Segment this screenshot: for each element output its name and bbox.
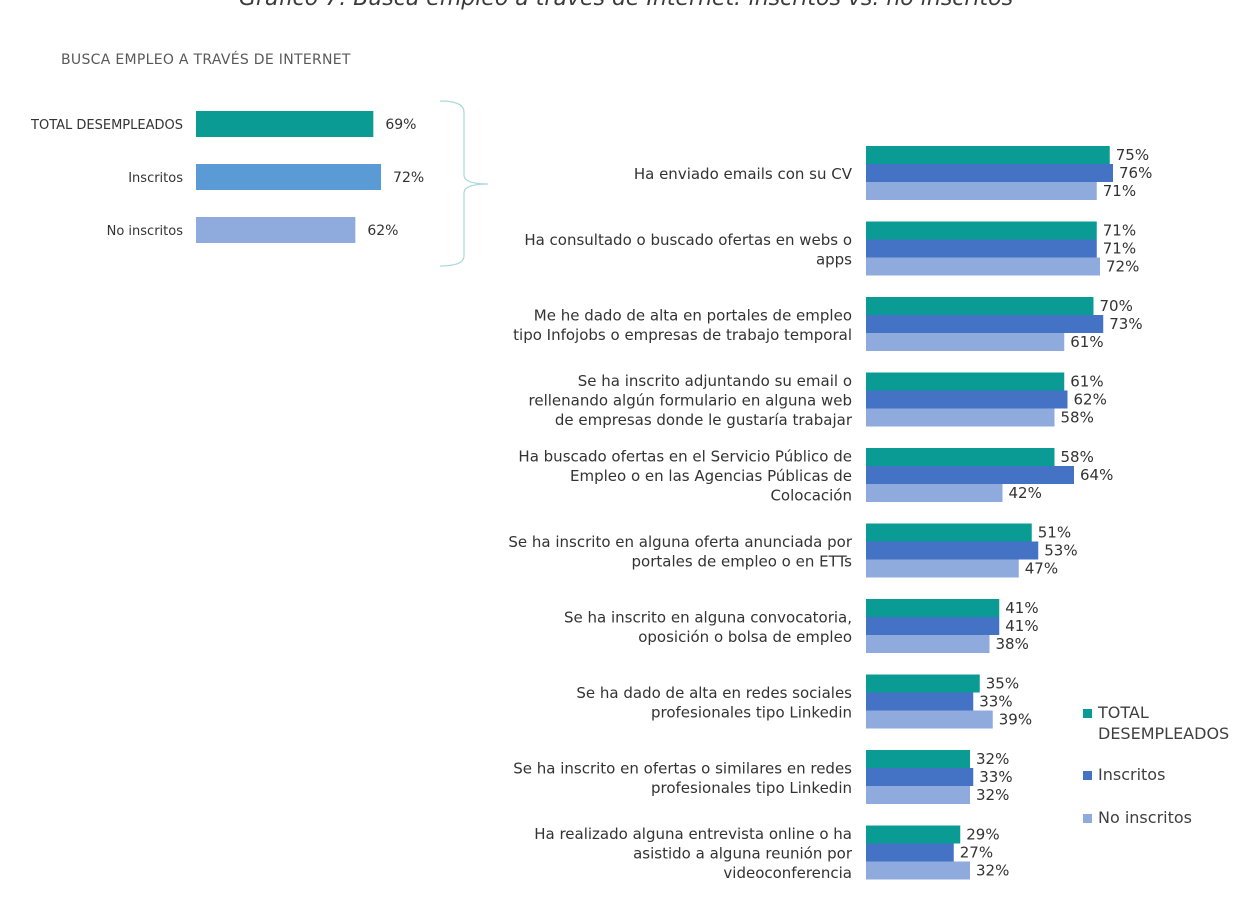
bar-inscritos-4: [866, 390, 1068, 409]
bar-no-inscritos-7: [866, 635, 990, 653]
bar-no-inscritos-1: [866, 182, 1097, 200]
legend-label-no-inscritos: No inscritos: [1098, 808, 1192, 827]
bar-no-inscritos-4: [866, 408, 1055, 427]
data-label: 73%: [1109, 315, 1142, 333]
bar-inscritos-3: [866, 315, 1104, 333]
category-label: Se ha inscrito en alguna oferta anunciad…: [508, 533, 852, 571]
bracket-connector: [439, 100, 489, 267]
data-label: 35%: [986, 675, 1019, 693]
data-label: 32%: [976, 862, 1009, 880]
data-label: 72%: [1106, 258, 1139, 276]
category-label: Ha consultado o buscado ofertas en webs …: [524, 231, 852, 269]
data-label: 38%: [996, 635, 1029, 653]
data-label: 62%: [1074, 391, 1107, 409]
bar-inscritos-8: [866, 692, 974, 711]
legend-label-inscritos: Inscritos: [1098, 765, 1166, 784]
data-label: 64%: [1080, 466, 1113, 484]
data-label: 27%: [960, 844, 993, 862]
category-label: Me he dado de alta en portales de empleo…: [513, 306, 852, 344]
bar-no-inscritos-6: [866, 559, 1019, 578]
legend-label-total-line2: DESEMPLEADOS: [1098, 724, 1230, 743]
bar-inscritos-7: [866, 617, 1000, 635]
data-label: 33%: [979, 768, 1012, 786]
category-label: Se ha inscrito adjuntando su email o rell…: [529, 372, 853, 429]
bar-inscritos-6: [866, 541, 1039, 560]
bar-total-desempleados-1: [866, 146, 1110, 164]
data-label: 61%: [1070, 373, 1103, 391]
summary-bar-inscritos: [196, 164, 382, 190]
bar-total-desempleados-5: [866, 448, 1055, 466]
bar-no-inscritos-2: [866, 257, 1100, 276]
bar-total-desempleados-2: [866, 221, 1097, 240]
bar-total-desempleados-10: [866, 825, 961, 844]
bar-no-inscritos-9: [866, 786, 970, 804]
legend-swatch-total: [1083, 709, 1092, 718]
category-label: Ha buscado ofertas en el Servicio Públic…: [518, 448, 852, 505]
data-label: 53%: [1044, 542, 1077, 560]
summary-chart-heading: BUSCA EMPLEO A TRAVÉS DE INTERNET: [61, 52, 351, 68]
summary-value-label: 72%: [393, 170, 424, 186]
category-label: Ha realizado alguna entrevista online o …: [534, 825, 853, 882]
category-label: Se ha inscrito en alguna convocatoria, op…: [564, 608, 852, 646]
bar-total-desempleados-6: [866, 523, 1032, 542]
chart-title: Gráfico 7. Busca empleo a través de Inte…: [0, 0, 1252, 16]
category-label: Se ha inscrito en ofertas o similares en…: [513, 759, 852, 797]
summary-value-label: 69%: [385, 117, 416, 133]
data-label: 71%: [1103, 240, 1136, 258]
bar-inscritos-5: [866, 466, 1074, 484]
data-label: 70%: [1100, 297, 1133, 315]
bar-no-inscritos-10: [866, 861, 970, 880]
bar-total-desempleados-9: [866, 750, 970, 768]
summary-category-label: TOTAL DESEMPLEADOS: [30, 118, 183, 133]
bar-total-desempleados-4: [866, 372, 1065, 391]
bar-total-desempleados-3: [866, 297, 1094, 315]
legend-swatch-inscritos: [1083, 771, 1092, 780]
summary-value-label: 62%: [367, 223, 398, 239]
bar-inscritos-10: [866, 843, 954, 862]
data-label: 29%: [966, 826, 999, 844]
data-label: 76%: [1119, 164, 1152, 182]
data-label: 42%: [1009, 484, 1042, 502]
legend-item-inscritos: Inscritos: [1083, 764, 1229, 785]
category-label: Ha enviado emails con su CV: [634, 165, 853, 183]
data-label: 41%: [1005, 617, 1038, 635]
bar-total-desempleados-7: [866, 599, 1000, 617]
data-label: 75%: [1116, 146, 1149, 164]
category-label: Se ha dado de alta en redes sociales prof…: [576, 684, 852, 722]
summary-category-label: Inscritos: [128, 171, 183, 186]
bar-total-desempleados-8: [866, 674, 980, 693]
data-label: 39%: [999, 711, 1032, 729]
data-label: 51%: [1038, 524, 1071, 542]
data-label: 61%: [1070, 333, 1103, 351]
data-label: 58%: [1061, 409, 1094, 427]
bar-inscritos-2: [866, 239, 1097, 258]
data-label: 71%: [1103, 182, 1136, 200]
chart-legend: TOTAL DESEMPLEADOS Inscritos No inscrito…: [1083, 702, 1229, 850]
summary-bar-total-desempleados: [196, 111, 374, 137]
data-label: 71%: [1103, 222, 1136, 240]
bar-no-inscritos-3: [866, 333, 1065, 351]
data-label: 33%: [979, 693, 1012, 711]
legend-item-total: TOTAL DESEMPLEADOS: [1083, 702, 1229, 744]
summary-bar-no-inscritos: [196, 217, 356, 243]
data-label: 58%: [1061, 448, 1094, 466]
data-label: 47%: [1025, 560, 1058, 578]
data-label: 41%: [1005, 599, 1038, 617]
legend-item-no-inscritos: No inscritos: [1083, 807, 1229, 828]
bar-no-inscritos-8: [866, 710, 993, 729]
bar-no-inscritos-5: [866, 484, 1003, 502]
legend-swatch-no-inscritos: [1083, 814, 1092, 823]
summary-category-label: No inscritos: [107, 224, 184, 239]
bar-inscritos-9: [866, 768, 974, 786]
data-label: 32%: [976, 750, 1009, 768]
summary-chart: TOTAL DESEMPLEADOS 69% Inscritos 72% No insc…: [30, 111, 424, 243]
bar-inscritos-1: [866, 164, 1113, 182]
data-label: 32%: [976, 786, 1009, 804]
legend-label-total: TOTAL: [1098, 703, 1149, 722]
